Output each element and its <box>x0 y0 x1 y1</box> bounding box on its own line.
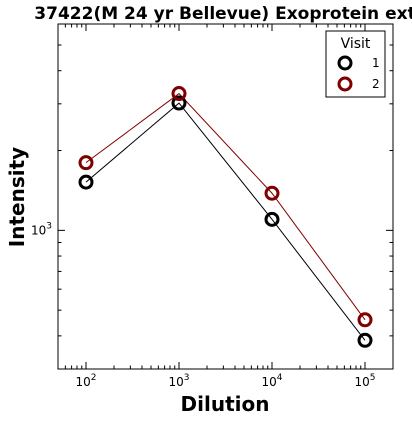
data-point-series-2 <box>264 185 280 201</box>
tick-label: 103 <box>31 221 52 237</box>
axis-ticks <box>57 23 394 370</box>
data-point-series-1 <box>171 95 187 111</box>
legend: Visit 12 <box>325 30 386 98</box>
series-line-2 <box>85 92 366 321</box>
legend-title: Visit <box>341 36 371 52</box>
tick-label: 104 <box>261 373 282 389</box>
tick-label-base: 10 <box>168 375 183 389</box>
plot-frame <box>57 23 394 370</box>
data-point-series-2 <box>357 312 373 328</box>
tick-label-exponent: 5 <box>370 373 376 383</box>
series-points <box>78 86 373 348</box>
data-point-series-2 <box>171 86 187 102</box>
data-point-series-1 <box>357 332 373 348</box>
tick-label: 105 <box>354 373 375 389</box>
tick-label-exponent: 3 <box>46 221 52 231</box>
tick-label-exponent: 3 <box>184 373 190 383</box>
tick-label-base: 10 <box>354 375 369 389</box>
legend-marker-2 <box>337 76 353 92</box>
legend-box <box>325 30 386 98</box>
chart-title: 37422(M 24 yr Bellevue) Exoprotein ext <box>34 4 412 24</box>
data-point-series-2 <box>78 155 94 171</box>
x-axis-label: Dilution <box>181 392 270 416</box>
tick-label-base: 10 <box>31 223 46 237</box>
tick-label-base: 10 <box>75 375 90 389</box>
legend-entries: 12 <box>337 55 380 92</box>
data-point-series-1 <box>264 211 280 227</box>
tick-label-base: 10 <box>261 375 276 389</box>
data-point-series-1 <box>78 174 94 190</box>
legend-label-1: 1 <box>372 56 380 70</box>
series-line-1 <box>85 102 366 341</box>
legend-marker-1 <box>337 55 353 71</box>
series-lines <box>85 92 366 341</box>
tick-label: 102 <box>75 373 96 389</box>
legend-label-2: 2 <box>372 77 380 91</box>
tick-label-exponent: 4 <box>277 373 283 383</box>
y-axis-label: Intensity <box>5 147 29 247</box>
tick-label: 103 <box>168 373 189 389</box>
tick-label-exponent: 2 <box>91 373 97 383</box>
